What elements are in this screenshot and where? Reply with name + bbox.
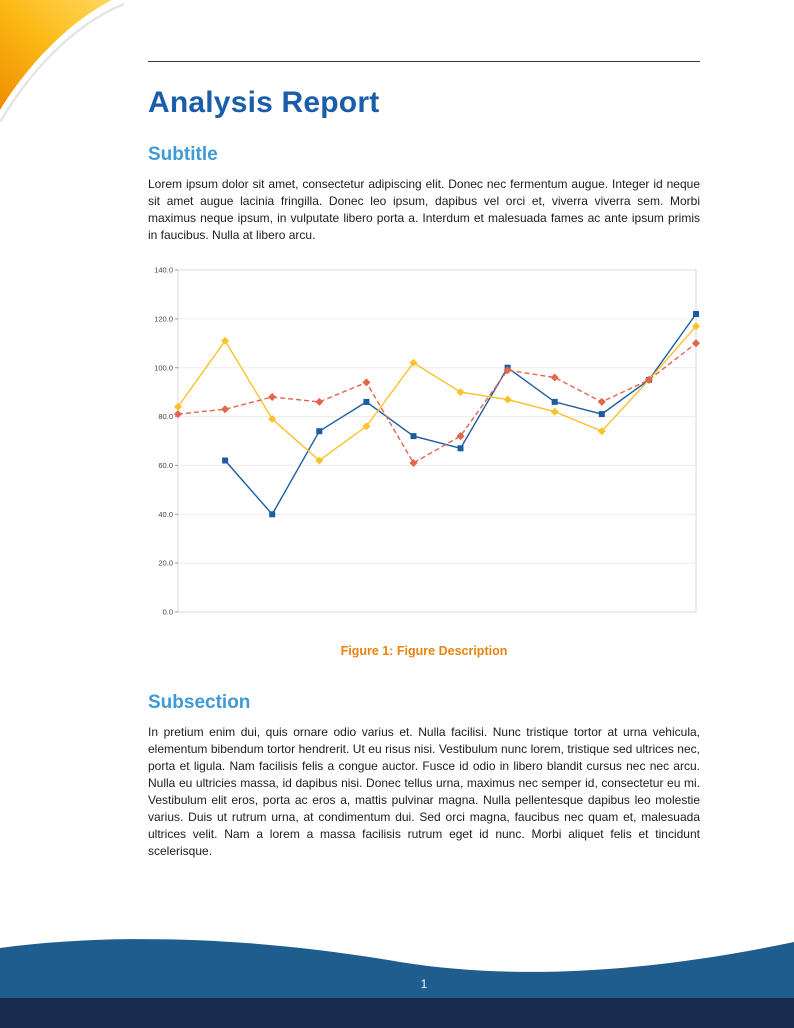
footer-wave-shape (0, 939, 794, 998)
intro-paragraph: Lorem ipsum dolor sit amet, consectetur … (148, 177, 700, 242)
footer-wave-decoration (0, 939, 794, 998)
svg-text:60.0: 60.0 (158, 461, 173, 470)
line-chart: 0.0 20.0 40.0 60.0 80.0 100.0 120.0 140.0 (148, 262, 700, 630)
chart-series-red (174, 339, 700, 467)
svg-text:40.0: 40.0 (158, 510, 173, 519)
swoosh-shadow-arc (0, 2, 125, 123)
figure-caption-label: Figure 1: (340, 644, 394, 658)
subsection-paragraph: In pretium enim dui, quis ornare odio va… (148, 725, 700, 858)
content-column: Analysis Report Subtitle Lorem ipsum dol… (148, 0, 700, 860)
svg-text:0.0: 0.0 (163, 608, 173, 617)
figure-caption: Figure 1: Figure Description (148, 644, 700, 658)
chart-series-yellow (174, 322, 700, 465)
svg-text:120.0: 120.0 (154, 315, 173, 324)
report-title: Analysis Report (148, 86, 380, 119)
subsection-heading: Subsection (148, 692, 251, 713)
footer: 1 (0, 918, 794, 1028)
top-rule (148, 61, 700, 62)
footer-strip (0, 998, 794, 1028)
svg-text:20.0: 20.0 (158, 559, 173, 568)
svg-text:80.0: 80.0 (158, 412, 173, 421)
subtitle-heading: Subtitle (148, 144, 218, 165)
page-number: 1 (420, 979, 428, 991)
corner-swoosh-decoration (0, 0, 125, 123)
svg-text:140.0: 140.0 (154, 266, 173, 275)
figure-1: 0.0 20.0 40.0 60.0 80.0 100.0 120.0 140.0 Figur… (148, 262, 700, 658)
line-chart-svg: 0.0 20.0 40.0 60.0 80.0 100.0 120.0 140.0 (154, 266, 700, 617)
figure-caption-text: Figure Description (396, 644, 508, 658)
swoosh-shape (0, 0, 112, 110)
svg-text:100.0: 100.0 (154, 363, 173, 372)
